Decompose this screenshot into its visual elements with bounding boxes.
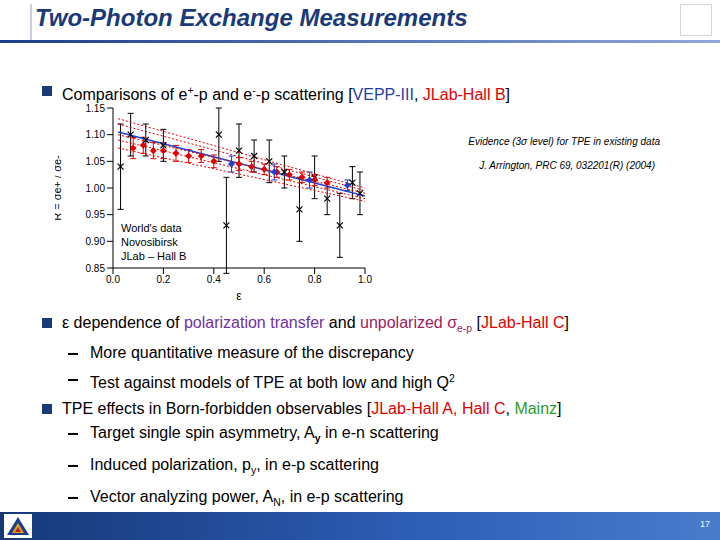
html-text:Vector analyzing power, AN, in: Vector analyzing power, AN, in e-p scatt… [90, 488, 404, 509]
svg-text:R = σe+ / σe-: R = σe+ / σe- [55, 155, 63, 221]
svg-text:1.05: 1.05 [86, 156, 106, 167]
svg-text:1.15: 1.15 [86, 103, 106, 114]
svg-text:0.0: 0.0 [106, 274, 120, 285]
svg-text:0.4: 0.4 [207, 274, 221, 285]
svg-text:0.8: 0.8 [308, 274, 322, 285]
html-text:Two-Photon Exchange Measuremen: Two-Photon Exchange Measurements [35, 4, 468, 31]
html-text:Evidence (3σ level) for TPE in: Evidence (3σ level) for TPE in existing … [468, 136, 660, 147]
html-text:Comparisons of e+-p and e--p s: Comparisons of e+-p and e--p scattering … [62, 85, 510, 104]
svg-text:0.85: 0.85 [86, 263, 106, 274]
html-text:ε dependence of polarization t: ε dependence of polarization transfer an… [62, 314, 569, 335]
svg-text:0.95: 0.95 [86, 209, 106, 220]
html-text:JLab – Hall B: JLab – Hall B [121, 250, 187, 262]
html-text:Test against models of TPE at: Test against models of TPE at both low a… [90, 373, 455, 392]
html-text:World's data: World's data [121, 222, 182, 234]
svg-text:0.90: 0.90 [86, 236, 106, 247]
svg-text:0.2: 0.2 [156, 274, 170, 285]
svg-text:1.00: 1.00 [86, 183, 106, 194]
html-text:Induced polarization, py, in e: Induced polarization, py, in e-p scatter… [90, 456, 379, 477]
html-text:TPE effects in Born-forbidden: TPE effects in Born-forbidden observable… [62, 400, 562, 417]
html-text:More quantitative measure of t: More quantitative measure of the discrep… [90, 344, 414, 362]
html-text:Novosibirsk: Novosibirsk [121, 236, 178, 248]
html-text:17: 17 [700, 519, 710, 529]
html-text:J. Arrington, PRC 69, 032201(R: J. Arrington, PRC 69, 032201(R) (2004) [479, 160, 655, 171]
svg-text:1.0: 1.0 [358, 274, 372, 285]
svg-text:0.6: 0.6 [257, 274, 271, 285]
html-text:Target single spin asymmetry,: Target single spin asymmetry, Ayin e-n s… [90, 424, 439, 445]
svg-text:1.10: 1.10 [86, 129, 106, 140]
svg-text:ε: ε [236, 289, 242, 300]
